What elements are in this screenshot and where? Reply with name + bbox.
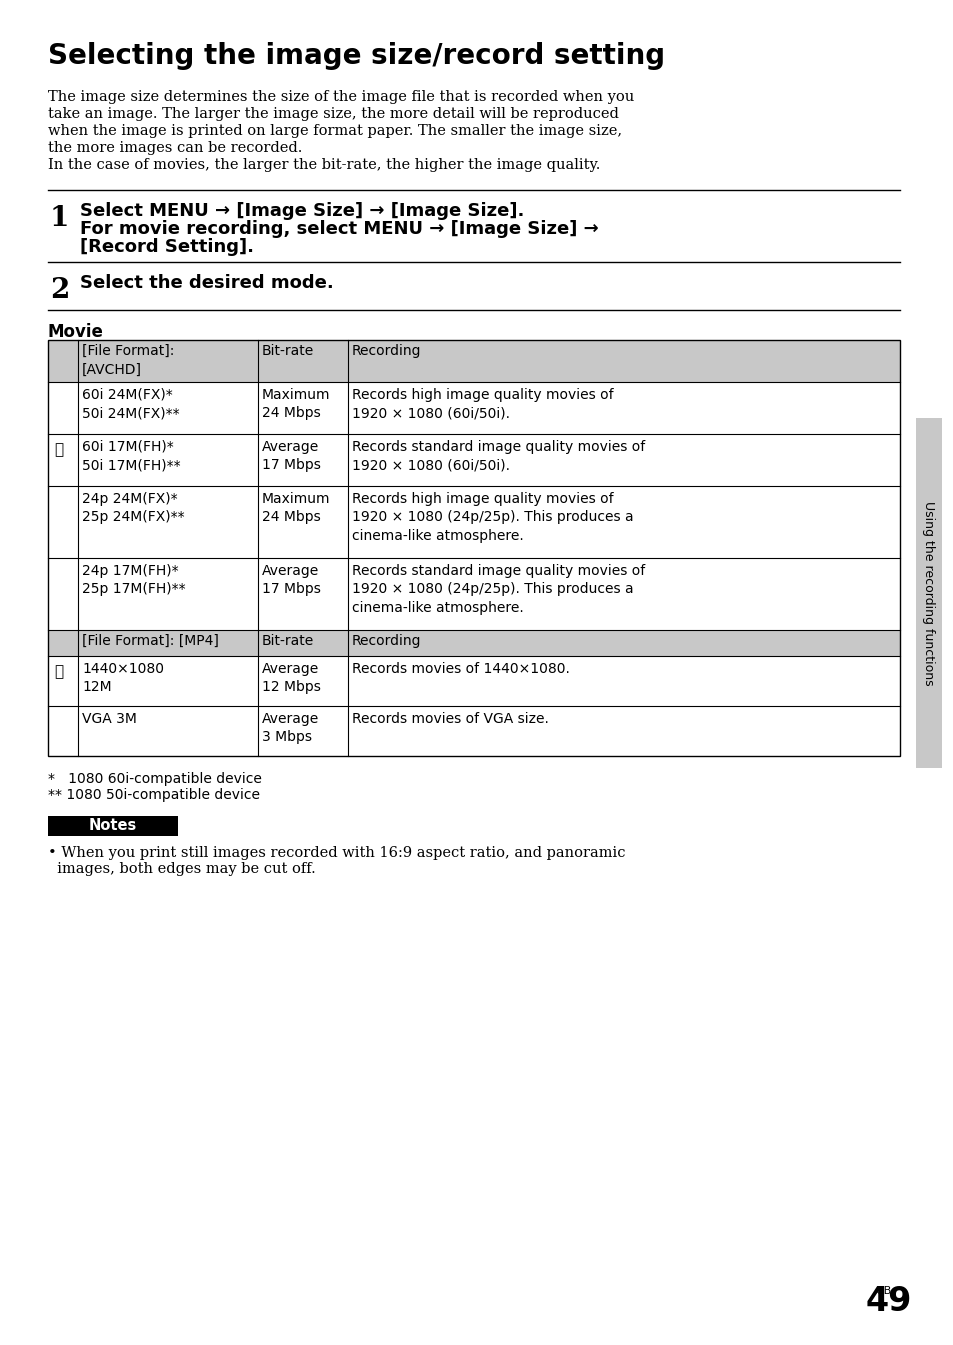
Text: Records high image quality movies of
1920 × 1080 (60i/50i).: Records high image quality movies of 192… [352,387,613,421]
Bar [48,382,899,434]
Text: Records movies of VGA size.: Records movies of VGA size. [352,712,548,726]
Text: Recording: Recording [352,633,421,648]
Text: take an image. The larger the image size, the more detail will be reproduced: take an image. The larger the image size… [48,108,618,121]
Text: [File Format]: [MP4]: [File Format]: [MP4] [82,633,218,648]
Text: Average
3 Mbps: Average 3 Mbps [262,712,319,744]
Text: Average
12 Mbps: Average 12 Mbps [262,662,320,694]
Text: Movie: Movie [48,323,104,342]
Bar [48,656,899,706]
Bar [48,340,899,382]
Text: ** 1080 50i-compatible device: ** 1080 50i-compatible device [48,788,260,802]
Bar [48,434,899,486]
Text: Records movies of 1440×1080.: Records movies of 1440×1080. [352,662,569,677]
Text: images, both edges may be cut off.: images, both edges may be cut off. [48,862,315,876]
Text: For movie recording, select MENU → [Image Size] →: For movie recording, select MENU → [Imag… [80,221,598,238]
Text: 24p 24M(FX)*
25p 24M(FX)**: 24p 24M(FX)* 25p 24M(FX)** [82,492,185,525]
Text: 49: 49 [865,1284,911,1318]
Bar [48,816,178,837]
Text: Using the recording functions: Using the recording functions [922,500,935,686]
Bar [48,340,899,756]
Text: Select the desired mode.: Select the desired mode. [80,274,334,292]
Text: 1440×1080
12M: 1440×1080 12M [82,662,164,694]
Text: Bit-rate: Bit-rate [262,344,314,358]
Text: Average
17 Mbps: Average 17 Mbps [262,564,320,596]
Text: Maximum
24 Mbps: Maximum 24 Mbps [262,492,330,525]
Text: Bit-rate: Bit-rate [262,633,314,648]
Text: Select MENU → [Image Size] → [Image Size].: Select MENU → [Image Size] → [Image Size… [80,202,524,221]
Text: Records high image quality movies of
1920 × 1080 (24p/25p). This produces a
cine: Records high image quality movies of 192… [352,492,633,543]
Text: VGA 3M: VGA 3M [82,712,136,726]
Bar [48,706,899,756]
Text: *   1080 60i-compatible device: * 1080 60i-compatible device [48,772,262,785]
Text: 24p 17M(FH)*
25p 17M(FH)**: 24p 17M(FH)* 25p 17M(FH)** [82,564,186,596]
Text: Maximum
24 Mbps: Maximum 24 Mbps [262,387,330,421]
Text: when the image is printed on large format paper. The smaller the image size,: when the image is printed on large forma… [48,124,621,139]
Text: [File Format]:
[AVCHD]: [File Format]: [AVCHD] [82,344,174,377]
Text: 60i 17M(FH)*
50i 17M(FH)**: 60i 17M(FH)* 50i 17M(FH)** [82,440,180,472]
Text: 2: 2 [50,277,70,304]
Bar [48,629,899,656]
Bar [48,486,899,558]
Text: ⑂: ⑂ [54,664,63,679]
Text: Selecting the image size/record setting: Selecting the image size/record setting [48,42,664,70]
Text: 1: 1 [50,204,70,231]
Text: Recording: Recording [352,344,421,358]
Text: • When you print still images recorded with 16:9 aspect ratio, and panoramic: • When you print still images recorded w… [48,846,625,859]
Text: [Record Setting].: [Record Setting]. [80,238,253,256]
Text: In the case of movies, the larger the bit-rate, the higher the image quality.: In the case of movies, the larger the bi… [48,157,599,172]
Text: Records standard image quality movies of
1920 × 1080 (60i/50i).: Records standard image quality movies of… [352,440,644,472]
Bar [48,558,899,629]
Text: The image size determines the size of the image file that is recorded when you: The image size determines the size of th… [48,90,634,104]
Text: Records standard image quality movies of
1920 × 1080 (24p/25p). This produces a
: Records standard image quality movies of… [352,564,644,615]
Text: GB: GB [874,1286,890,1297]
Bar [915,418,941,768]
Text: Average
17 Mbps: Average 17 Mbps [262,440,320,472]
Text: 60i 24M(FX)*
50i 24M(FX)**: 60i 24M(FX)* 50i 24M(FX)** [82,387,179,421]
Text: Notes: Notes [89,818,137,833]
Text: the more images can be recorded.: the more images can be recorded. [48,141,302,155]
Text: ⑂: ⑂ [54,443,63,457]
